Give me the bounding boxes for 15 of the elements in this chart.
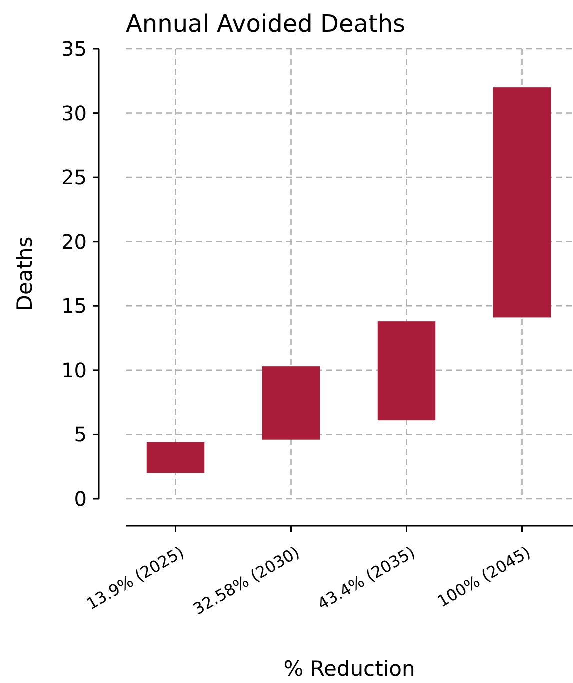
y-tick-label: 5 xyxy=(74,422,87,447)
y-tick-label: 15 xyxy=(62,294,87,318)
y-axis-title: Deaths xyxy=(13,236,37,312)
bar xyxy=(146,442,205,474)
bar xyxy=(378,322,436,421)
x-axis-title: % Reduction xyxy=(284,657,416,681)
y-tick-label: 0 xyxy=(74,487,87,511)
y-tick-label: 30 xyxy=(62,101,87,126)
chart-title: Annual Avoided Deaths xyxy=(126,10,406,38)
y-tick-label: 25 xyxy=(62,166,87,190)
y-tick-label: 20 xyxy=(62,230,87,254)
y-tick-label: 35 xyxy=(62,37,87,61)
bar xyxy=(493,88,552,318)
bar xyxy=(262,366,320,440)
y-tick-label: 10 xyxy=(62,358,87,382)
